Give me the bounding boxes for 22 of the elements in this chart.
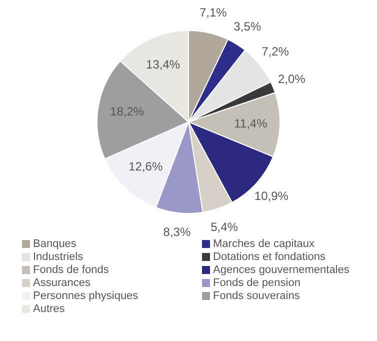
legend-label: Industriels <box>33 251 84 263</box>
data-label: 11,4% <box>234 116 268 130</box>
legend-label: Autres <box>33 303 65 315</box>
legend-label: Fonds de fonds <box>33 264 109 276</box>
data-label: 7,1% <box>199 6 228 20</box>
data-label: 18,2% <box>110 104 144 119</box>
legend-label: Personnes physiques <box>33 290 138 302</box>
legend-label: Fonds souverains <box>213 290 300 302</box>
data-label: 8,3% <box>163 225 191 240</box>
data-label: 7,2% <box>262 44 290 58</box>
data-label: 3,5% <box>234 20 262 34</box>
legend-label: Marches de capitaux <box>213 238 314 250</box>
data-label: 10,9% <box>254 188 289 203</box>
data-label: 5,4% <box>210 220 238 234</box>
data-label: 13,4% <box>146 58 180 72</box>
legend-label: Dotations et fondations <box>213 251 326 263</box>
legend-label: Banques <box>33 238 76 250</box>
legend-label: Agences gouvernementales <box>213 264 350 276</box>
data-label: 12,6% <box>128 159 163 174</box>
data-label: 2,0% <box>278 72 306 86</box>
legend-label: Assurances <box>33 277 90 289</box>
legend-label: Fonds de pension <box>213 277 300 289</box>
